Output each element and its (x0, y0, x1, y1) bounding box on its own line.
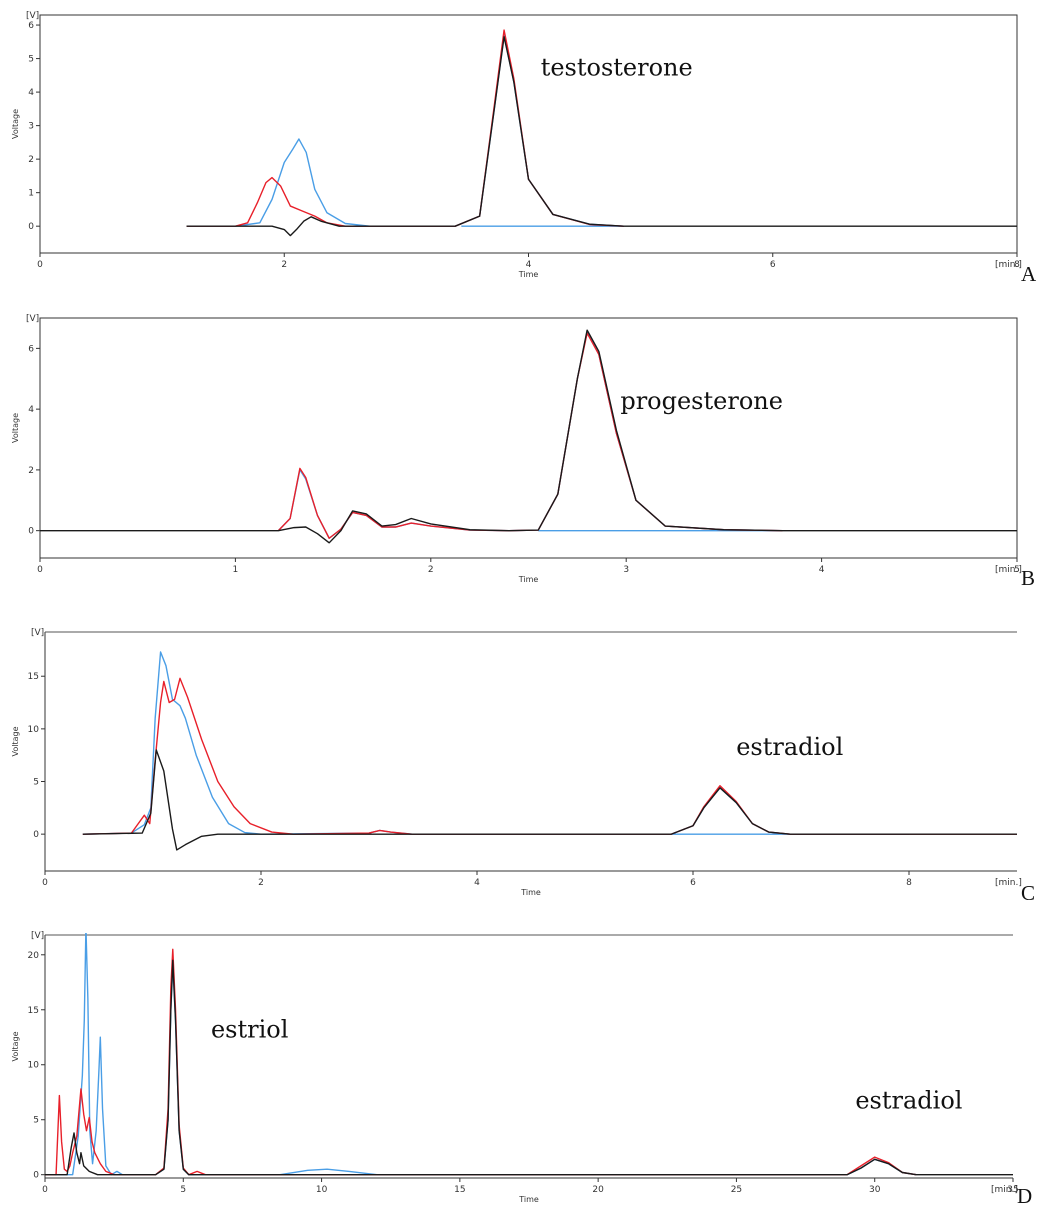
panel-letter: A (1021, 262, 1037, 286)
y-tick-label: 5 (33, 778, 39, 788)
x-tick-label: 2 (428, 565, 434, 575)
y-tick-label: 15 (28, 1006, 39, 1016)
x-unit-label: [min.] (995, 260, 1022, 270)
x-tick-label: 30 (869, 1185, 881, 1195)
y-tick-label: 0 (33, 1171, 39, 1181)
x-tick-label: 8 (1014, 260, 1020, 270)
x-tick-label: 0 (37, 260, 43, 270)
series-line-trace-2 (277, 332, 783, 539)
series-line-trace-1 (277, 330, 783, 539)
y-tick-label: 20 (28, 951, 40, 961)
series-line-trace-3 (186, 36, 1017, 237)
y-axis-title: Voltage (11, 726, 20, 756)
panel-letter: D (1017, 1184, 1032, 1205)
x-tick-label: 4 (526, 260, 532, 270)
x-unit-label: [min.] (991, 1185, 1018, 1195)
y-unit-label: [V] (26, 314, 39, 324)
x-tick-label: 6 (690, 878, 696, 888)
series-line-trace-3 (82, 749, 1017, 851)
y-tick-label: 15 (28, 672, 39, 682)
series-line-trace-1 (45, 933, 917, 1176)
series-line-trace-3 (45, 959, 1013, 1176)
series-group (45, 933, 1013, 1176)
y-tick-label: 1 (28, 189, 34, 199)
y-tick-label: 0 (28, 222, 34, 232)
x-axis-title: Time (518, 1195, 539, 1204)
x-axis-title: Time (518, 575, 539, 584)
x-tick-label: 4 (474, 878, 480, 888)
y-tick-label: 5 (33, 1116, 39, 1126)
x-tick-label: 20 (592, 1185, 604, 1195)
x-tick-label: 2 (281, 260, 287, 270)
peak-annotation: progesterone (620, 387, 783, 415)
y-tick-label: 10 (28, 725, 40, 735)
x-tick-label: 10 (316, 1185, 328, 1195)
peak-annotation: testosterone (541, 53, 693, 81)
y-tick-label: 4 (28, 88, 34, 98)
plot-frame (44, 632, 1017, 872)
x-tick-label: 1 (233, 565, 239, 575)
chart-panel-c: 0 2 4 6 8 0 5 10 15 [V] [min.] Time Voltage estradiol… (11, 628, 1035, 905)
y-tick-label: 0 (28, 527, 34, 537)
x-unit-label: [min.] (995, 878, 1022, 888)
x-tick-label: 8 (906, 878, 912, 888)
peak-annotation: estradiol (736, 733, 843, 761)
y-tick-label: 3 (28, 122, 34, 132)
chart-panel-d: 0 5 10 15 20 25 30 35 0 5 10 15 20 [V] [min.] Time Volta… (11, 931, 1032, 1205)
chart-panel-a: 0 2 4 6 80123456[V][min.]TimeVoltagetestoste… (11, 11, 1037, 286)
y-tick-label: 2 (28, 466, 34, 476)
x-tick-label: 2 (258, 878, 264, 888)
series-line-trace-2 (82, 677, 1017, 835)
panel-letter: C (1021, 881, 1035, 905)
y-unit-label: [V] (31, 628, 44, 638)
y-tick-label: 2 (28, 155, 34, 165)
series-group (40, 329, 1017, 544)
y-axis-title: Voltage (11, 1031, 20, 1061)
y-axis-title: Voltage (11, 109, 20, 139)
y-axis-title: Voltage (11, 413, 20, 443)
peak-annotation: estriol (211, 1015, 288, 1043)
x-tick-label: 3 (623, 565, 629, 575)
x-unit-label: [min.] (995, 565, 1022, 575)
x-axis-title: Time (518, 270, 539, 279)
y-unit-label: [V] (31, 931, 44, 941)
x-tick-label: 0 (42, 1185, 48, 1195)
series-group (82, 651, 1017, 851)
x-tick-label: 6 (770, 260, 776, 270)
x-tick-label: 35 (1007, 1185, 1018, 1195)
x-tick-label: 15 (454, 1185, 465, 1195)
peak-annotation: estradiol (855, 1087, 962, 1115)
y-tick-label: 10 (28, 1061, 40, 1071)
y-tick-label: 4 (28, 405, 34, 415)
panel-letter: B (1021, 566, 1035, 590)
x-tick-label: 5 (180, 1185, 186, 1195)
series-group (186, 29, 1017, 237)
plot-frame (39, 14, 1018, 254)
series-line-trace-2 (45, 948, 917, 1176)
x-tick-label: 25 (731, 1185, 742, 1195)
y-tick-label: 6 (28, 21, 34, 31)
y-unit-label: [V] (26, 11, 39, 21)
x-tick-label: 5 (1014, 565, 1020, 575)
y-tick-label: 5 (28, 55, 34, 65)
x-tick-label: 4 (819, 565, 825, 575)
x-tick-label: 0 (37, 565, 43, 575)
y-tick-label: 6 (28, 344, 34, 354)
x-tick-label: 0 (42, 878, 48, 888)
y-tick-label: 0 (33, 830, 39, 840)
series-line-trace-3 (40, 329, 1017, 544)
plot-frame (44, 935, 1013, 1179)
chart-panel-b: 0 1 2 3 4 5 0 2 4 6 [V] [min.] Time Voltage progestero… (11, 314, 1035, 590)
x-axis-title: Time (520, 888, 541, 897)
plot-frame (39, 317, 1018, 559)
